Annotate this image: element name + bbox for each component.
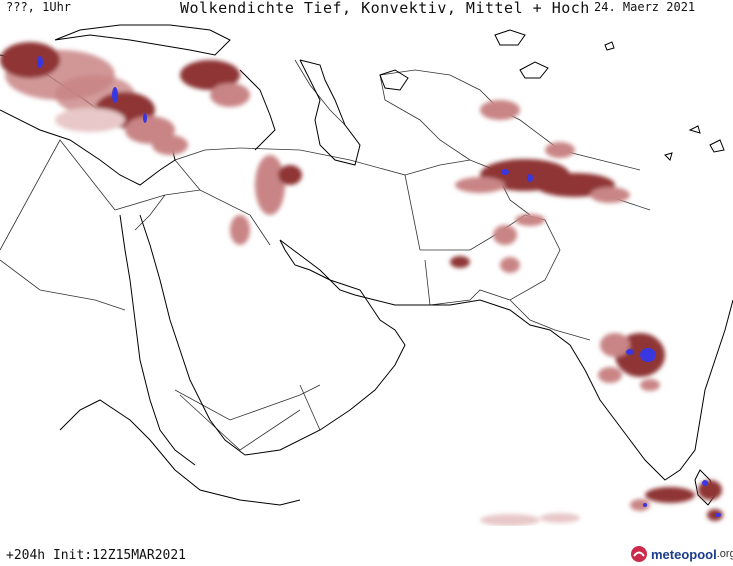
meteopool-logo-icon [631,546,647,562]
weather-map [0,18,733,526]
logo-brand: meteopool [651,546,717,562]
cloud-peak [527,174,533,182]
map-header: ???, 1Uhr Wolkendichte Tief, Konvektiv, … [0,0,733,18]
map-footer: +204h Init:12Z15MAR2021 meteopool .org [0,526,733,566]
cloud-peak [112,87,118,103]
cloud-peak [640,348,656,362]
cloud-peak [143,113,147,123]
cloud-peak [626,349,634,355]
logo-tld: .org [716,548,733,560]
forecast-date: 24. Maerz 2021 [594,0,696,14]
cloud-density-overlay [0,42,723,526]
meteopool-logo-link[interactable]: meteopool .org [630,544,733,564]
map-title: Wolkendichte Tief, Konvektiv, Mittel + H… [180,0,590,17]
islands [604,41,725,161]
cloud-peak [715,513,721,517]
cloud-peak [501,169,509,175]
cloud-peak [702,480,708,486]
valid-time-label: ???, 1Uhr [6,0,72,14]
cloud-peak [643,503,647,507]
cloud-peak [37,56,43,68]
model-run-info: +204h Init:12Z15MAR2021 [6,548,187,563]
